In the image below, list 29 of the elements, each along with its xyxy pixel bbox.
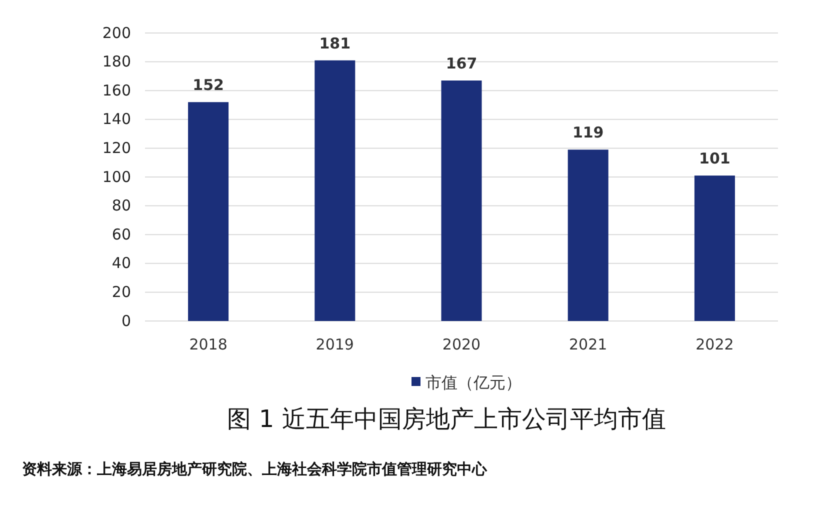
y-tick-label: 60 xyxy=(112,225,131,244)
text: 资料来源：上海易居房地产研究院、上海社会科学院市值管理研究中心 xyxy=(22,460,488,478)
bar xyxy=(441,80,482,321)
y-tick-label: 180 xyxy=(102,52,131,71)
bar xyxy=(188,102,229,321)
data-label: 101 xyxy=(699,150,730,168)
y-tick-label: 140 xyxy=(102,110,131,128)
bar xyxy=(694,176,735,321)
y-tick-label: 20 xyxy=(112,283,131,301)
y-tick-label: 0 xyxy=(121,312,131,330)
x-tick-label: 2018 xyxy=(189,336,228,354)
y-tick-label: 160 xyxy=(102,81,131,100)
y-tick-label: 40 xyxy=(112,254,131,272)
data-label: 181 xyxy=(319,34,351,52)
bar xyxy=(568,150,608,321)
y-tick-label: 120 xyxy=(102,139,131,157)
y-tick-label: 80 xyxy=(112,196,131,215)
y-tick-label: 200 xyxy=(102,24,131,42)
y-tick-label: 100 xyxy=(102,168,131,186)
bar xyxy=(314,60,356,321)
x-tick-label: 2021 xyxy=(569,336,608,354)
x-tick-label: 2022 xyxy=(696,336,734,354)
data-label: 152 xyxy=(192,76,224,94)
text: 图 1 近五年中国房地产上市公司平均市值 xyxy=(227,405,666,433)
data-label: 119 xyxy=(572,124,604,142)
legend-label: 市值（亿元） xyxy=(426,373,522,392)
x-tick-label: 2020 xyxy=(442,336,481,354)
x-tick-label: 2019 xyxy=(316,336,354,354)
data-label: 167 xyxy=(446,54,478,73)
